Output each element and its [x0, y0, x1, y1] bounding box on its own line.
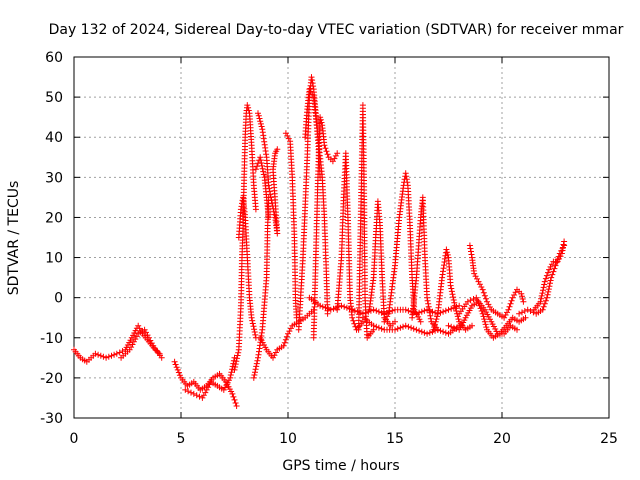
y-axis-label: SDTVAR / TECUs — [6, 181, 22, 296]
data-track — [355, 102, 377, 341]
y-tick-label: -20 — [40, 371, 63, 387]
x-tick-label: 5 — [177, 431, 186, 447]
x-tick-label: 20 — [493, 431, 511, 447]
data-track — [466, 242, 527, 321]
y-tick-label: -30 — [40, 411, 63, 427]
chart-title: Day 132 of 2024, Sidereal Day-to-day VTE… — [49, 22, 624, 38]
y-tick-label: 50 — [45, 90, 63, 106]
data-track — [235, 194, 259, 341]
y-tick-label: 30 — [45, 170, 63, 186]
x-tick-label: 25 — [600, 431, 618, 447]
data-track — [409, 194, 441, 333]
data-track — [310, 114, 341, 341]
y-tick-label: 60 — [45, 50, 63, 66]
x-tick-label: 0 — [70, 431, 79, 447]
data-track — [456, 294, 529, 341]
data-track — [252, 154, 272, 221]
data-track — [171, 358, 240, 409]
y-tick-label: 40 — [45, 130, 63, 146]
data-track — [359, 314, 463, 337]
y-tick-label: 10 — [45, 251, 63, 267]
data-track — [118, 326, 165, 361]
data-points — [71, 74, 568, 409]
x-axis-label: GPS time / hours — [282, 458, 399, 474]
grid — [74, 57, 609, 418]
x-tick-label: 10 — [279, 431, 297, 447]
data-track — [182, 354, 238, 401]
y-tick-label: 0 — [54, 291, 63, 307]
data-track — [430, 246, 475, 333]
y-tick-label: -10 — [40, 331, 63, 347]
data-track — [295, 74, 324, 333]
data-track — [282, 130, 300, 321]
data-track — [381, 170, 424, 325]
data-track — [334, 150, 366, 333]
data-track — [366, 198, 398, 329]
plot-frame — [73, 56, 610, 419]
data-track — [255, 110, 281, 237]
data-track — [531, 238, 568, 313]
axis-ticks: 0 5 10 15 20 25 -30 -20 -10 0 10 20 30 40 50 60 — [40, 50, 618, 447]
x-tick-label: 15 — [386, 431, 404, 447]
data-track — [71, 322, 163, 365]
y-tick-label: 20 — [45, 210, 63, 226]
